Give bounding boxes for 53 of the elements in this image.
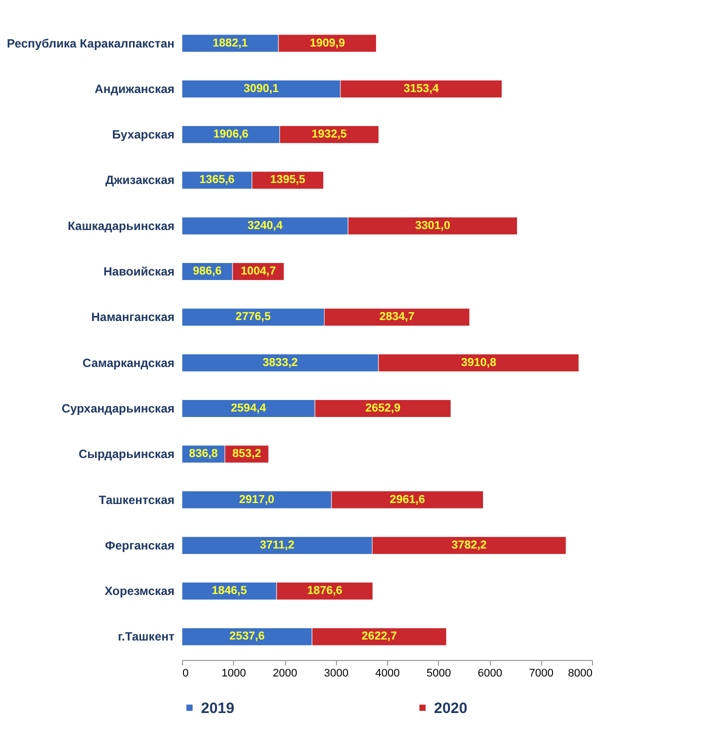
data-label: 2652,9 bbox=[365, 402, 401, 414]
x-tick-label: 0 bbox=[182, 668, 189, 680]
y-tick-label: Сырдарьинская bbox=[78, 447, 174, 462]
data-label: 3910,8 bbox=[461, 356, 497, 369]
data-label: 1395,5 bbox=[270, 174, 306, 186]
y-tick-label: Ферганская bbox=[104, 538, 174, 552]
data-label: 3240,4 bbox=[247, 220, 284, 232]
x-tick-label: 5000 bbox=[426, 668, 451, 680]
data-label: 2537,6 bbox=[229, 630, 265, 643]
y-tick-label: Наманганская bbox=[91, 310, 174, 324]
x-tick-label: 2000 bbox=[272, 668, 298, 680]
data-label: 3090,1 bbox=[244, 82, 280, 95]
data-label: 1906,6 bbox=[213, 128, 248, 141]
y-tick-label: Республика Каракалпакстан bbox=[6, 36, 174, 50]
y-tick-label: г.Ташкент bbox=[118, 630, 175, 644]
legend-label: 2020 bbox=[434, 700, 468, 717]
data-label: 986,6 bbox=[192, 266, 222, 278]
x-tick-label: 4000 bbox=[375, 668, 400, 680]
x-tick-label: 1000 bbox=[222, 668, 246, 680]
y-tick-label: Джизакская bbox=[105, 173, 174, 188]
y-tick-label: Сурхандарьинская bbox=[62, 401, 174, 416]
data-label: 1004,7 bbox=[240, 266, 276, 278]
x-tick-label: 3000 bbox=[324, 668, 348, 680]
data-label: 2961,6 bbox=[390, 494, 425, 506]
data-label: 2594,4 bbox=[230, 402, 267, 414]
data-label: 3153,4 bbox=[404, 82, 440, 95]
x-tick-label: 8000 bbox=[568, 668, 592, 680]
data-label: 1846,5 bbox=[212, 585, 248, 598]
data-label: 3301,0 bbox=[415, 220, 450, 232]
y-tick-label: Хорезмская bbox=[104, 584, 174, 598]
data-label: 1909,9 bbox=[310, 37, 345, 50]
data-label: 1365,6 bbox=[199, 174, 235, 186]
y-tick-label: Навоийская bbox=[104, 264, 174, 279]
data-label: 2917,0 bbox=[239, 494, 274, 506]
x-tick-label: 6000 bbox=[478, 668, 502, 680]
y-tick-label: Самаркандская bbox=[82, 356, 174, 370]
y-tick-label: Кашкадарьинская bbox=[68, 218, 174, 233]
data-label: 3833,2 bbox=[262, 356, 298, 369]
data-label: 853,2 bbox=[232, 448, 262, 460]
data-label: 2834,7 bbox=[379, 311, 415, 324]
data-label: 836,8 bbox=[189, 448, 218, 460]
data-label: 1932,5 bbox=[312, 128, 348, 141]
x-tick-label: 7000 bbox=[529, 668, 554, 680]
y-tick-label: Андижанская bbox=[94, 82, 174, 96]
data-label: 2776,5 bbox=[236, 311, 272, 324]
legend-label: 2019 bbox=[201, 700, 234, 717]
data-label: 3782,2 bbox=[452, 539, 487, 552]
y-tick-label: Бухарская bbox=[112, 128, 174, 142]
data-label: 3711,2 bbox=[260, 539, 294, 552]
data-label: 1876,6 bbox=[307, 585, 342, 598]
data-label: 2622,7 bbox=[362, 630, 397, 643]
data-label: 1882,1 bbox=[212, 37, 248, 50]
y-tick-label: Ташкентская bbox=[98, 492, 174, 507]
